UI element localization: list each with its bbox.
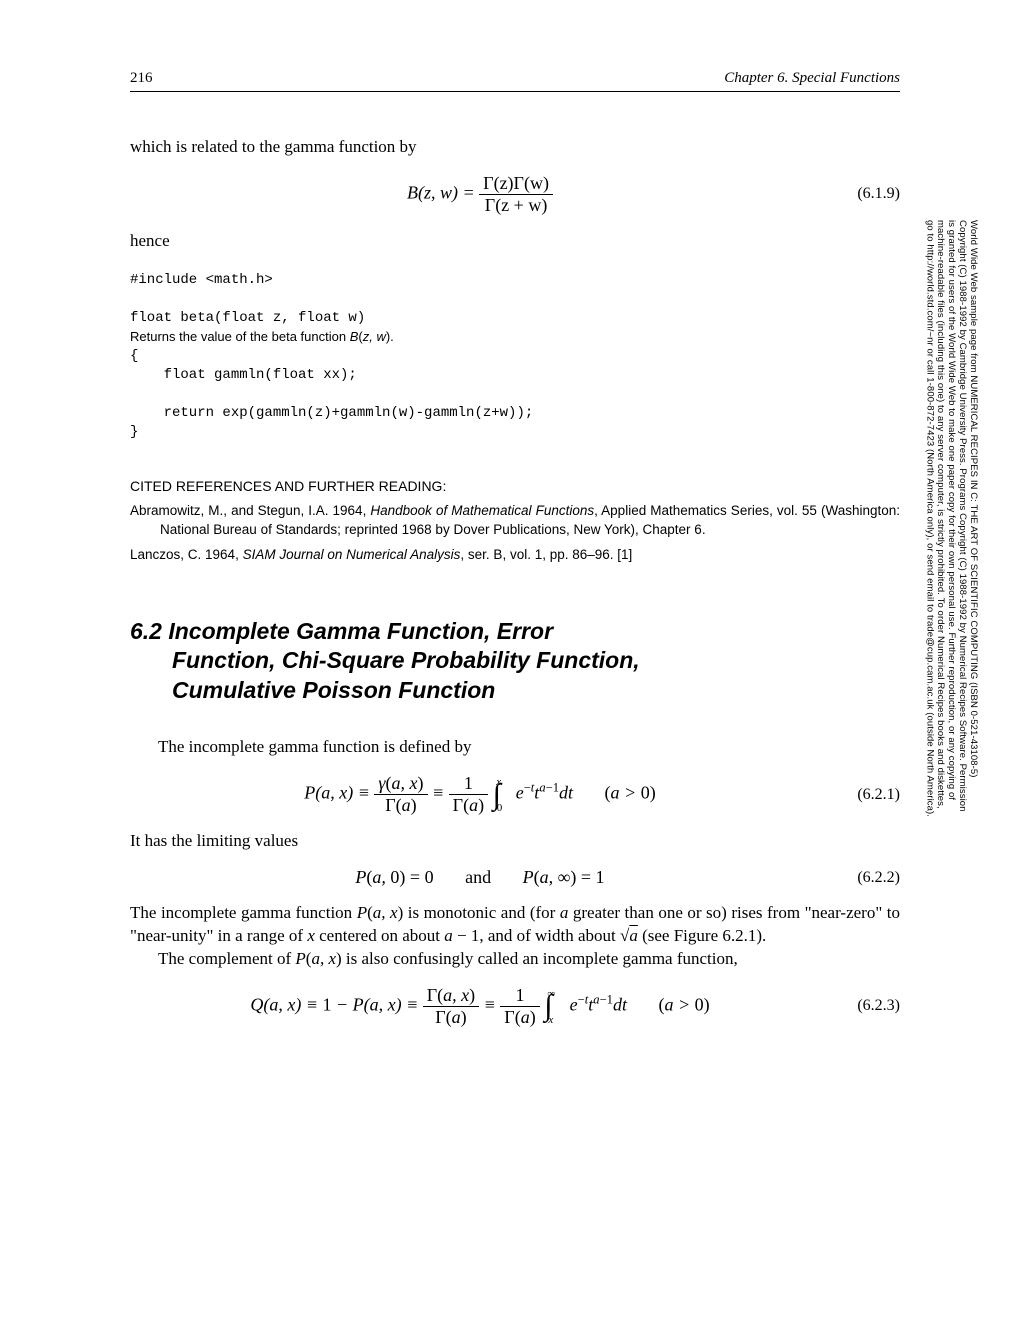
para-complement: The complement of P(a, x) is also confus… xyxy=(130,948,900,971)
side-line: is granted for users of the World Wide W… xyxy=(946,220,957,800)
title-line: 6.2 Incomplete Gamma Function, Error xyxy=(130,618,553,644)
code-line: #include <math.h> xyxy=(130,272,273,288)
hence-text: hence xyxy=(130,230,900,253)
side-line: machine-readable files (including this o… xyxy=(935,220,946,809)
ref-text: , ser. B, vol. 1, pp. 86–96. [1] xyxy=(460,547,632,562)
eq-number: (6.1.9) xyxy=(830,185,900,203)
title-line: Function, Chi-Square Probability Functio… xyxy=(130,646,900,676)
eq-number: (6.2.2) xyxy=(830,869,900,887)
side-line: Copyright (C) 1988-1992 by Cambridge Uni… xyxy=(957,220,968,812)
references-heading: CITED REFERENCES AND FURTHER READING: xyxy=(130,478,900,494)
chapter-title: Chapter 6. Special Functions xyxy=(724,70,900,87)
ref-text: Abramowitz, M., and Stegun, I.A. 1964, xyxy=(130,503,370,518)
para-limit: It has the limiting values xyxy=(130,830,900,853)
side-line: World Wide Web sample page from NUMERICA… xyxy=(968,220,979,778)
page-header: 216 Chapter 6. Special Functions xyxy=(130,70,900,92)
code-line: return exp(gammln(z)+gammln(w)-gammln(z+… xyxy=(130,405,533,421)
title-line: Cumulative Poisson Function xyxy=(130,676,900,706)
para-621-intro: The incomplete gamma function is defined… xyxy=(130,736,900,759)
ref-italic: SIAM Journal on Numerical Analysis xyxy=(243,547,461,562)
para-monotonic: The incomplete gamma function P(a, x) is… xyxy=(130,902,900,948)
equation-622: P(a, 0) = 0 and P(a, ∞) = 1 (6.2.2) xyxy=(130,867,900,888)
equation-623: Q(a, x) ≡ 1 − P(a, x) ≡ Γ(a, x) Γ(a) ≡ 1… xyxy=(130,985,900,1028)
eq-number: (6.2.3) xyxy=(830,997,900,1015)
section-title: 6.2 Incomplete Gamma Function, Error Fun… xyxy=(130,617,900,707)
eq-number: (6.2.1) xyxy=(830,786,900,804)
side-line: go to http://world.std.com/~nr or call 1… xyxy=(924,220,935,817)
eq-frac-top: Γ(z)Γ(w) xyxy=(479,173,553,195)
ref-italic: Handbook of Mathematical Functions xyxy=(370,503,594,518)
code-desc: Returns the value of the beta function B… xyxy=(130,329,394,344)
code-block: #include <math.h> float beta(float z, fl… xyxy=(130,271,900,442)
reference-item: Lanczos, C. 1964, SIAM Journal on Numeri… xyxy=(130,546,900,565)
copyright-sidebar: World Wide Web sample page from NUMERICA… xyxy=(964,220,978,1040)
code-line: float gammln(float xx); xyxy=(130,367,357,383)
eq-frac-bot: Γ(z + w) xyxy=(479,195,553,216)
equation-619: B(z, w) = Γ(z)Γ(w) Γ(z + w) (6.1.9) xyxy=(130,173,900,216)
intro-para: which is related to the gamma function b… xyxy=(130,136,900,159)
eq-lhs: B(z, w) = xyxy=(407,183,479,203)
reference-item: Abramowitz, M., and Stegun, I.A. 1964, H… xyxy=(130,502,900,540)
code-line: { xyxy=(130,348,138,364)
code-line: float beta(float z, float w) xyxy=(130,310,365,326)
ref-text: Lanczos, C. 1964, xyxy=(130,547,243,562)
code-line: } xyxy=(130,424,138,440)
page-number: 216 xyxy=(130,70,153,87)
page-content: 216 Chapter 6. Special Functions which i… xyxy=(0,0,1020,1102)
equation-621: P(a, x) ≡ γ(a, x) Γ(a) ≡ 1 Γ(a) ∫0x e−tt… xyxy=(130,773,900,816)
